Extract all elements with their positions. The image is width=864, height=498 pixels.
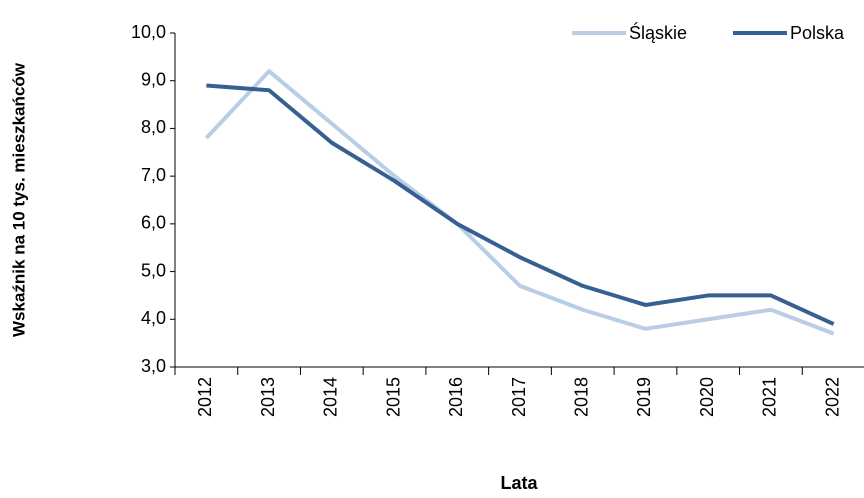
y-axis-label: Wskaźnik na 10 tys. mieszkańców <box>9 62 28 337</box>
y-tick-label: 8,0 <box>141 117 166 137</box>
y-tick-label: 5,0 <box>141 260 166 280</box>
x-tick-label: 2014 <box>321 377 341 417</box>
y-tick-label: 10,0 <box>131 22 166 42</box>
x-tick-label: 2020 <box>697 377 717 417</box>
x-tick-label: 2022 <box>822 377 842 417</box>
x-tick-label: 2016 <box>446 377 466 417</box>
y-tick-label: 7,0 <box>141 165 166 185</box>
y-tick-label: 4,0 <box>141 308 166 328</box>
x-tick-label: 2021 <box>760 377 780 417</box>
y-tick-label: 9,0 <box>141 69 166 89</box>
legend-label: Śląskie <box>629 22 687 43</box>
x-tick-label: 2017 <box>509 377 529 417</box>
legend-label: Polska <box>790 23 845 43</box>
series-line <box>206 83 835 326</box>
series-line <box>204 69 835 336</box>
y-tick-label: 3,0 <box>141 356 166 376</box>
x-tick-label: 2018 <box>571 377 591 417</box>
x-tick-label: 2015 <box>383 377 403 417</box>
x-tick-label: 2019 <box>634 377 654 417</box>
x-axis-label: Lata <box>500 473 538 493</box>
y-tick-label: 6,0 <box>141 213 166 233</box>
x-tick-label: 2012 <box>195 377 215 417</box>
x-tick-label: 2013 <box>258 377 278 417</box>
